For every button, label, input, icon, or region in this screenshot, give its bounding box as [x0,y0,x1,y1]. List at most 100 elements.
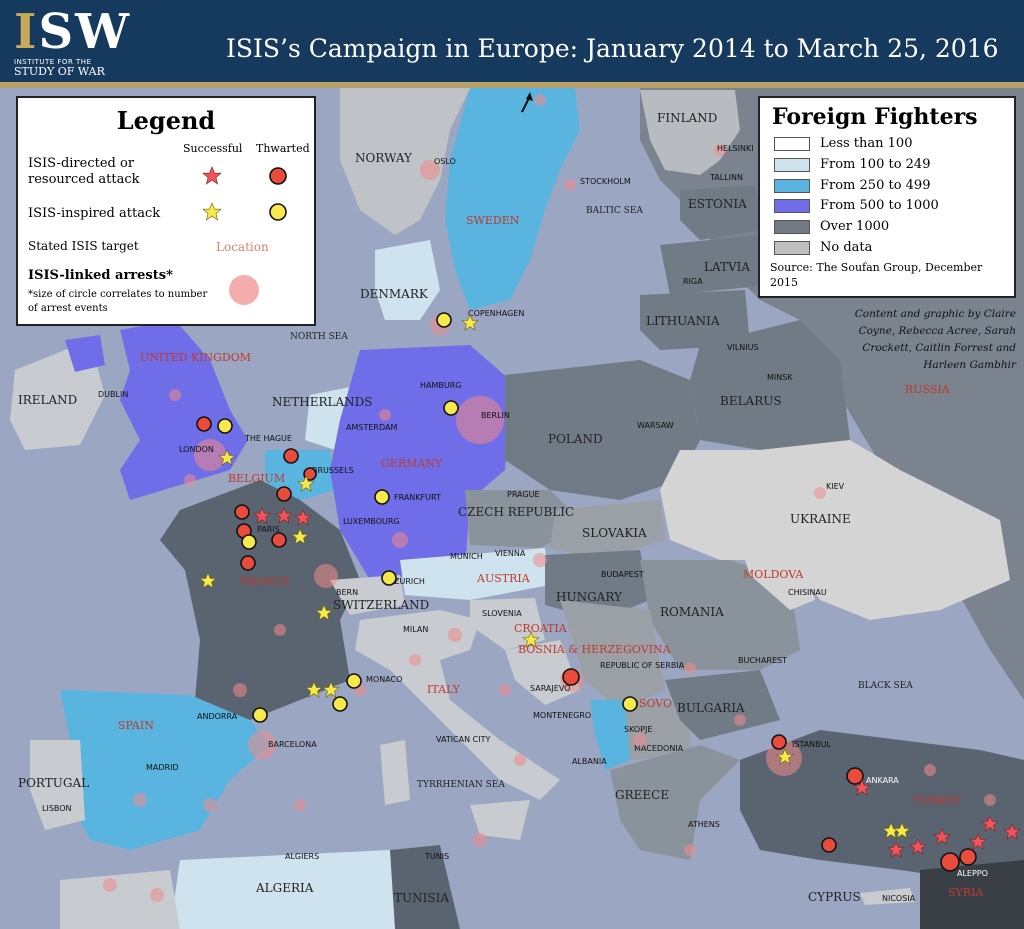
ff-item-0: Less than 100 [774,136,912,151]
ff-label-4: Over 1000 [820,219,890,234]
city-nicosia: NICOSIA [882,894,916,903]
ff-label-1: From 100 to 249 [820,157,931,172]
sea-labels: BALTIC SEA NORTH SEA BLACK SEA TYRRHENIA… [290,206,913,790]
country-algeria [170,850,400,929]
city-ankara: ANKARA [866,776,899,785]
label-czech: CZECH REPUBLIC [458,505,574,519]
label-lithuania: LITHUANIA [646,314,720,328]
country-syria [920,860,1024,929]
city-bern: BERN [336,588,358,597]
legend-col-thwarted: Thwarted [256,142,310,155]
label-ukraine: UKRAINE [790,512,851,526]
legend-title: Legend [116,106,216,135]
city-kiev: KIEV [826,482,845,491]
successful-inspired-attacks [199,314,911,839]
ff-swatch-4 [774,219,810,234]
label-romania: ROMANIA [660,605,724,619]
city-madrid: MADRID [146,763,179,772]
label-andorra: ANDORRA [197,712,238,721]
map-header: ISW INSTITUTE FOR THE STUDY OF WAR ISIS’… [0,0,1024,82]
country-greece [610,745,740,860]
label-germany: GERMANY [381,457,443,470]
country-finland [640,90,740,175]
legend-panel: Legend Successful Thwarted ISIS-directed… [16,96,316,326]
label-uk: UNITED KINGDOM [140,351,251,364]
isw-logo: ISW INSTITUTE FOR THE STUDY OF WAR [14,4,132,78]
label-estonia: ESTONIA [688,197,747,211]
logo-sub1: INSTITUTE FOR THE [14,58,92,66]
city-dublin: DUBLIN [98,390,128,399]
legend-target-sample: Location [216,240,269,254]
country-cyprus [860,888,915,905]
city-the-hague: THE HAGUE [244,434,292,443]
legend-row-directed: ISIS-directed or resourced attack [28,156,140,187]
city-aleppo: ALEPPO [957,869,988,878]
city-skopje: SKOPJE [624,725,652,734]
island-sardinia [380,740,410,805]
city-stockholm: STOCKHOLM [580,177,631,186]
header-stripe [0,82,1024,88]
city-paris: PARIS [257,525,280,534]
label-portugal: PORTUGAL [18,776,89,790]
country-labels: FINLAND NORWAY SWEDEN ESTONIA LATVIA LIT… [18,111,984,905]
city-zurich: ZURICH [394,577,425,586]
legend-symbols [202,166,287,305]
country-denmark [375,240,440,320]
logo-sub2: STUDY OF WAR [14,65,105,78]
city-milan: MILAN [403,625,428,634]
ff-swatch-5 [774,240,810,255]
label-syria: SYRIA [948,886,984,899]
ff-item-5: No data [774,240,872,255]
label-turkey: TURKEY [913,794,962,807]
city-hamburg: HAMBURG [420,381,462,390]
city-budapest: BUDAPEST [601,570,644,579]
city-munich: MUNICH [450,552,483,561]
country-estonia [680,185,765,240]
label-greece: GREECE [615,788,669,802]
country-latvia [660,235,770,295]
label-tyrrhenian-sea: TYRRHENIAN SEA [417,780,505,790]
city-frankfurt: FRANKFURT [394,493,441,502]
successful-directed-attacks [253,507,1021,858]
ff-source: Source: The Soufan Group, December 2015 [770,261,983,289]
label-luxembourg: LUXEMBOURG [343,517,400,526]
country-bosnia [505,640,580,705]
label-sweden: SWEDEN [466,214,520,227]
ff-swatch-2 [774,178,810,193]
legend-row-arrests: ISIS-linked arrests* [28,268,173,283]
legend-col-successful: Successful [183,142,243,155]
legend-row-target: Stated ISIS target [28,239,139,253]
label-latvia: LATVIA [704,260,750,274]
country-norway [340,88,470,235]
country-slovakia [550,500,665,560]
country-moldova [740,545,815,610]
label-russia: RUSSIA [905,383,951,396]
legend-yellow-star-icon [202,202,222,221]
city-copenhagen: COPENHAGEN [468,309,524,318]
city-sarajevo: SARAJEVO [530,684,570,693]
city-london: LONDON [179,445,214,454]
country-slovenia-croatia [470,598,545,650]
city-warsaw: WARSAW [637,421,674,430]
country-italy [355,610,560,800]
label-belgium: BELGIUM [228,472,285,485]
legend-row-inspired: ISIS-inspired attack [28,206,161,221]
label-ireland: IRELAND [18,393,77,407]
country-bulgaria [665,670,780,740]
ff-label-0: Less than 100 [820,136,913,151]
label-norway: NORWAY [355,151,413,165]
city-prague: PRAGUE [507,490,540,499]
city-tallinn: TALLINN [709,173,743,182]
legend-red-circle-icon [269,167,287,185]
city-vatican-city: VATICAN CITY [436,735,490,744]
country-portugal [30,740,85,830]
label-black-sea: BLACK SEA [858,681,913,691]
credits: Content and graphic by Claire Coyne, Reb… [854,308,1016,371]
ff-label-3: From 500 to 1000 [820,198,939,213]
ff-item-3: From 500 to 1000 [774,198,939,213]
ff-item-4: Over 1000 [774,219,889,234]
country-morocco [60,870,180,929]
country-romania [640,560,800,670]
country-france [160,480,360,720]
label-montenegro: MONTENEGRO [533,711,591,720]
